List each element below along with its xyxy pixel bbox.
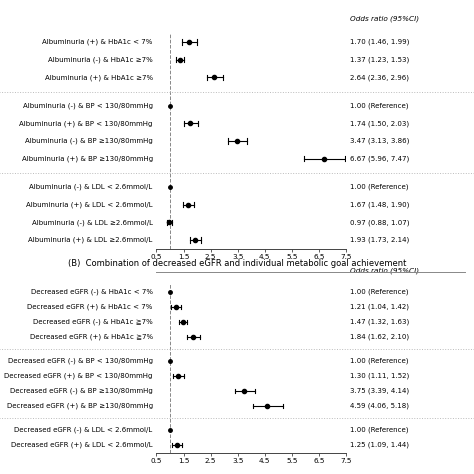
Text: 1.84 (1.62, 2.10): 1.84 (1.62, 2.10) xyxy=(350,334,409,340)
Text: 3.75 (3.39, 4.14): 3.75 (3.39, 4.14) xyxy=(350,388,409,394)
Text: Odds ratio (95%CI): Odds ratio (95%CI) xyxy=(350,16,419,22)
Text: Decreased eGFR (-) & HbA1c ≧7%: Decreased eGFR (-) & HbA1c ≧7% xyxy=(33,319,153,325)
Text: Decreased eGFR (-) & BP < 130/80mmHg: Decreased eGFR (-) & BP < 130/80mmHg xyxy=(8,358,153,365)
Text: 4.59 (4.06, 5.18): 4.59 (4.06, 5.18) xyxy=(350,403,409,410)
Text: 1.00 (Reference): 1.00 (Reference) xyxy=(350,358,408,365)
Text: 1.37 (1.23, 1.53): 1.37 (1.23, 1.53) xyxy=(350,56,409,63)
Text: 3.47 (3.13, 3.86): 3.47 (3.13, 3.86) xyxy=(350,138,409,144)
Text: Decreased eGFR (+) & HbA1c < 7%: Decreased eGFR (+) & HbA1c < 7% xyxy=(27,304,153,310)
Text: (B)  Combination of decreased eGFR and individual metabolic goal achievement: (B) Combination of decreased eGFR and in… xyxy=(68,259,406,268)
Text: Decreased eGFR (-) & LDL < 2.6mmol/L: Decreased eGFR (-) & LDL < 2.6mmol/L xyxy=(14,427,153,433)
Text: Albuminuria (-) & HbA1c ≥7%: Albuminuria (-) & HbA1c ≥7% xyxy=(48,56,153,63)
Text: 1.74 (1.50, 2.03): 1.74 (1.50, 2.03) xyxy=(350,120,409,127)
Text: 1.93 (1.73, 2.14): 1.93 (1.73, 2.14) xyxy=(350,237,409,243)
Text: 2.64 (2.36, 2.96): 2.64 (2.36, 2.96) xyxy=(350,74,409,81)
Text: Decreased eGFR (+) & BP ≥130/80mmHg: Decreased eGFR (+) & BP ≥130/80mmHg xyxy=(7,403,153,410)
Text: 1.21 (1.04, 1.42): 1.21 (1.04, 1.42) xyxy=(350,304,409,310)
Text: Odds ratio (95%CI): Odds ratio (95%CI) xyxy=(350,268,419,274)
Text: Decreased eGFR (-) & HbA1c < 7%: Decreased eGFR (-) & HbA1c < 7% xyxy=(31,289,153,295)
Text: Albuminuria (+) & LDL ≥2.6mmol/L: Albuminuria (+) & LDL ≥2.6mmol/L xyxy=(28,237,153,243)
Text: 1.25 (1.09, 1.44): 1.25 (1.09, 1.44) xyxy=(350,442,409,448)
Text: Albuminuria (+) & LDL < 2.6mmol/L: Albuminuria (+) & LDL < 2.6mmol/L xyxy=(26,201,153,208)
Text: 1.00 (Reference): 1.00 (Reference) xyxy=(350,427,408,433)
Text: Albuminuria (+) & BP < 130/80mmHg: Albuminuria (+) & BP < 130/80mmHg xyxy=(19,120,153,127)
Text: 6.67 (5.96, 7.47): 6.67 (5.96, 7.47) xyxy=(350,155,409,162)
Text: 1.67 (1.48, 1.90): 1.67 (1.48, 1.90) xyxy=(350,201,409,208)
Text: Albuminuria (-) & BP ≥130/80mmHg: Albuminuria (-) & BP ≥130/80mmHg xyxy=(25,138,153,144)
Text: 1.70 (1.46, 1.99): 1.70 (1.46, 1.99) xyxy=(350,39,409,46)
Text: Albuminuria (+) & HbA1c ≥7%: Albuminuria (+) & HbA1c ≥7% xyxy=(45,74,153,81)
Text: Albuminuria (-) & BP < 130/80mmHg: Albuminuria (-) & BP < 130/80mmHg xyxy=(23,102,153,109)
Text: Decreased eGFR (+) & LDL < 2.6mmol/L: Decreased eGFR (+) & LDL < 2.6mmol/L xyxy=(11,442,153,448)
Text: Albuminuria (-) & LDL < 2.6mmol/L: Albuminuria (-) & LDL < 2.6mmol/L xyxy=(29,184,153,190)
Text: 1.30 (1.11, 1.52): 1.30 (1.11, 1.52) xyxy=(350,373,409,379)
Text: 1.00 (Reference): 1.00 (Reference) xyxy=(350,289,408,295)
Text: 1.47 (1.32, 1.63): 1.47 (1.32, 1.63) xyxy=(350,319,409,325)
Text: Decreased eGFR (+) & HbA1c ≧7%: Decreased eGFR (+) & HbA1c ≧7% xyxy=(29,334,153,340)
Text: Albuminuria (+) & BP ≥130/80mmHg: Albuminuria (+) & BP ≥130/80mmHg xyxy=(21,155,153,162)
Text: Decreased eGFR (-) & BP ≥130/80mmHg: Decreased eGFR (-) & BP ≥130/80mmHg xyxy=(10,388,153,394)
Text: 1.00 (Reference): 1.00 (Reference) xyxy=(350,184,408,190)
Text: Albuminuria (-) & LDL ≥2.6mmol/L: Albuminuria (-) & LDL ≥2.6mmol/L xyxy=(32,219,153,226)
Text: 1.00 (Reference): 1.00 (Reference) xyxy=(350,102,408,109)
Text: Decreased eGFR (+) & BP < 130/80mmHg: Decreased eGFR (+) & BP < 130/80mmHg xyxy=(4,373,153,379)
Text: Albuminuria (+) & HbA1c < 7%: Albuminuria (+) & HbA1c < 7% xyxy=(42,39,153,46)
Text: 0.97 (0.88, 1.07): 0.97 (0.88, 1.07) xyxy=(350,219,410,226)
